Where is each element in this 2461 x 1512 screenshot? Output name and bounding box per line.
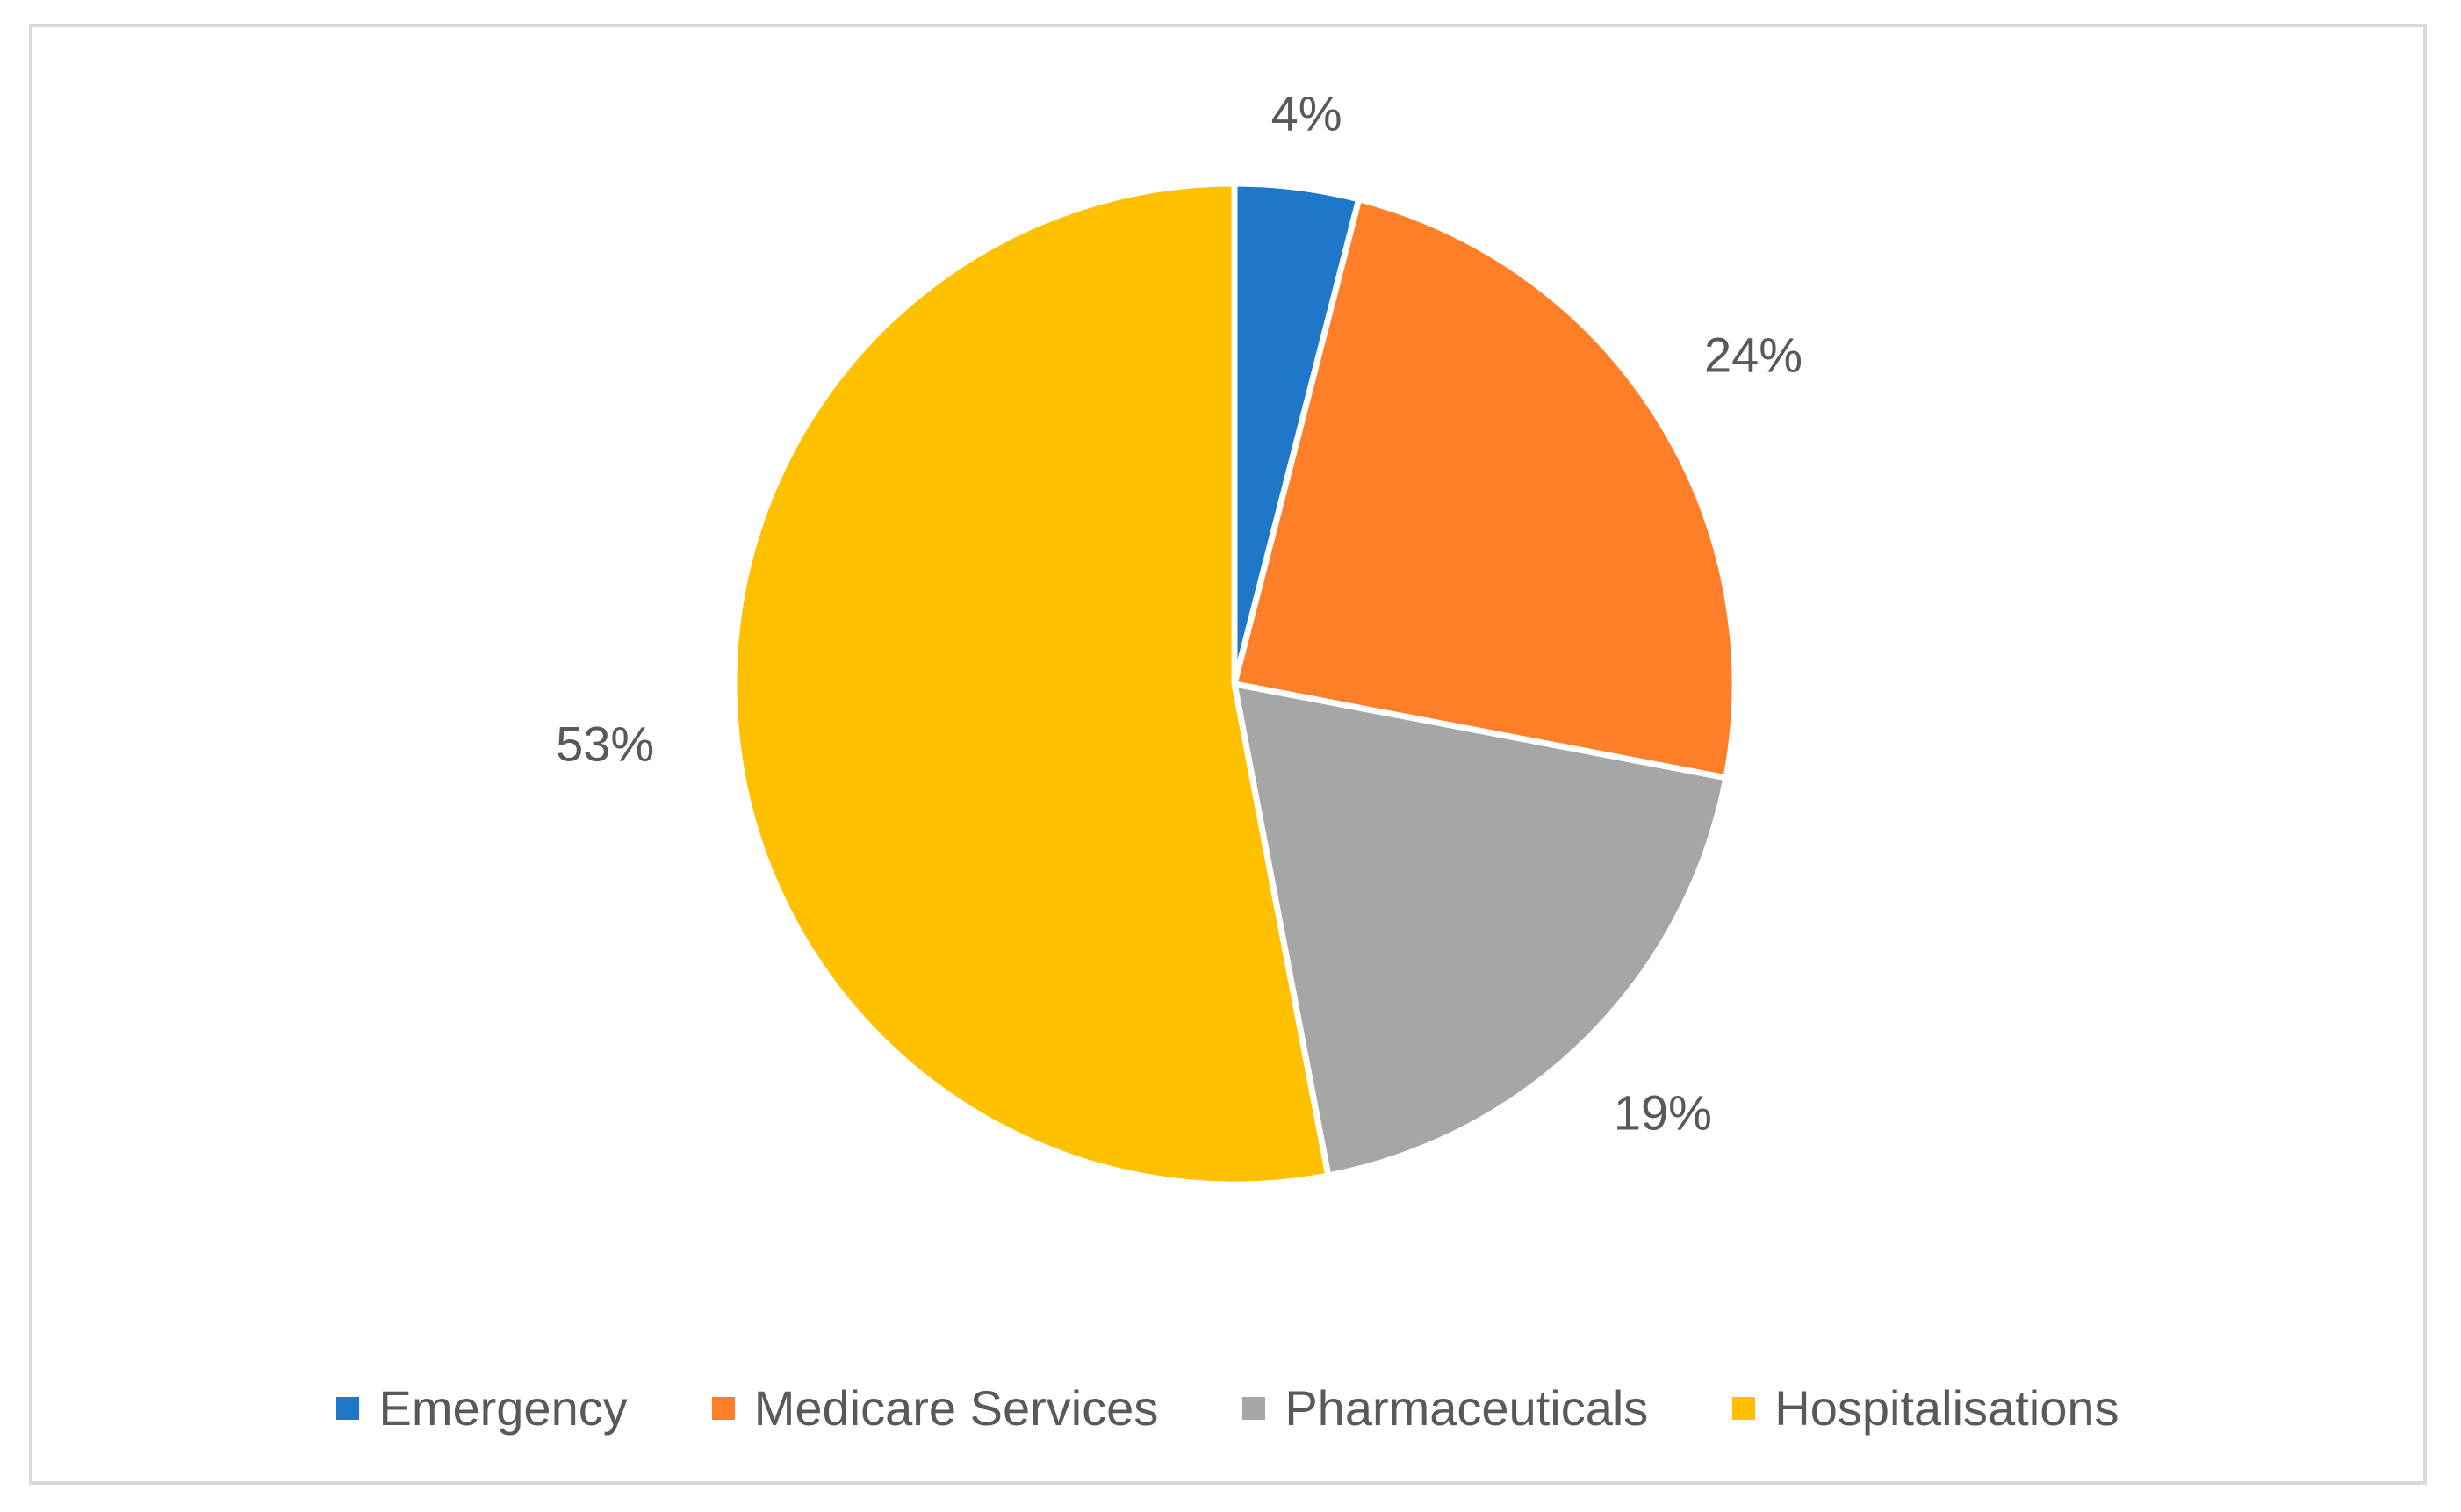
legend-label-hospitalisations: Hospitalisations (1774, 1380, 2119, 1436)
pie-data-labels: 4% 24% 19% 53% (556, 86, 1803, 1141)
pie-slice-hospitalisations (730, 180, 1332, 1188)
data-label-pharmaceuticals: 19% (1614, 1084, 1712, 1140)
legend-swatch-hospitalisations (1732, 1397, 1756, 1420)
pie-chart: 4% 24% 19% 53% (556, 86, 1803, 1188)
pie-slices (730, 180, 1738, 1188)
data-label-medicare-services: 24% (1704, 327, 1803, 382)
legend-item-hospitalisations: Hospitalisations (1732, 1384, 2119, 1433)
legend-item-medicare-services: Medicare Services (711, 1380, 1159, 1436)
legend-label-medicare-services: Medicare Services (753, 1380, 1159, 1436)
pie-slice-medicare-services (1231, 196, 1738, 781)
data-label-hospitalisations: 53% (556, 716, 654, 771)
legend-label-emergency: Emergency (378, 1380, 628, 1436)
data-label-emergency: 4% (1271, 86, 1342, 141)
chart-area: 4% 24% 19% 53% Emergency Medicare Services … (29, 24, 2427, 1485)
legend: Emergency Medicare Services Pharmaceutic… (32, 1384, 2423, 1433)
legend-item-pharmaceuticals: Pharmaceuticals (1242, 1384, 1648, 1433)
legend-swatch-emergency (336, 1397, 360, 1420)
pie-slice-pharmaceuticals (1231, 680, 1730, 1179)
legend-swatch-pharmaceuticals (1242, 1397, 1266, 1420)
legend-label-pharmaceuticals: Pharmaceuticals (1284, 1380, 1649, 1436)
legend-item-emergency: Emergency (336, 1380, 628, 1436)
legend-swatch-medicare-services (711, 1397, 735, 1420)
